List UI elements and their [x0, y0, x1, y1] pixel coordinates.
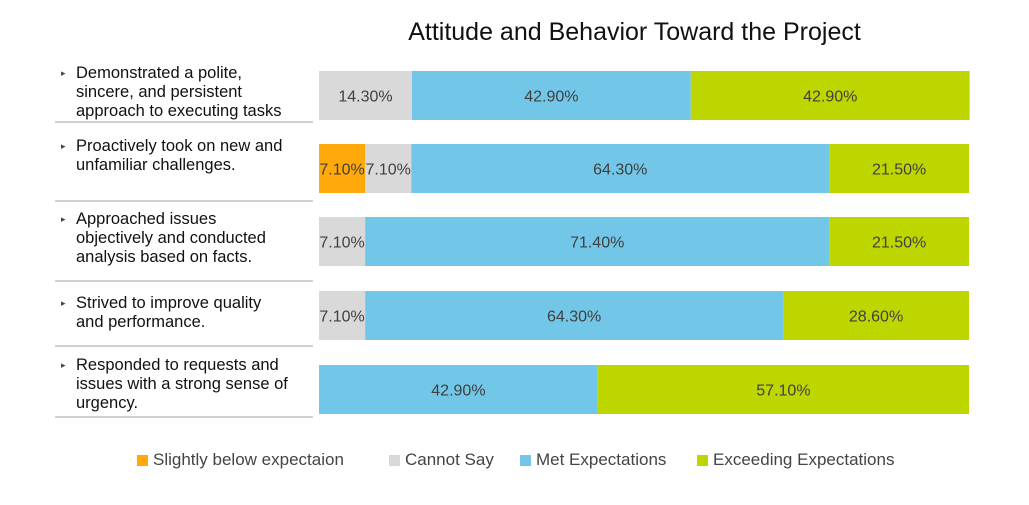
- legend-swatch: [697, 454, 708, 466]
- category-label: ▸ Demonstrated a polite, sincere, and pers…: [55, 64, 313, 123]
- legend-item: Met Expectations: [520, 450, 666, 470]
- bar-segment: [411, 144, 830, 193]
- data-label: 7.10%: [319, 162, 364, 179]
- bar-segment: [319, 144, 366, 193]
- bar-segment: [829, 144, 969, 193]
- bar-segment: [365, 144, 412, 193]
- bullet-icon: ▸: [61, 68, 66, 78]
- bar-segment: [319, 71, 412, 120]
- legend-label: Met Expectations: [536, 450, 667, 469]
- legend-label: Cannot Say: [405, 450, 494, 469]
- category-label-text: Proactively took on new and unfamiliar ch…: [76, 137, 283, 174]
- bar-segment: [783, 291, 969, 340]
- bar-segment: [690, 71, 970, 120]
- bar-segment: [319, 217, 366, 266]
- bullet-icon: ▸: [61, 360, 66, 370]
- data-label: 7.10%: [319, 235, 364, 252]
- legend-swatch: [389, 454, 400, 466]
- data-label: 7.10%: [366, 162, 411, 179]
- bullet-icon: ▸: [61, 298, 66, 308]
- data-label: 21.50%: [872, 235, 926, 252]
- category-label-text: Responded to requests and issues with a s…: [76, 356, 288, 412]
- bar-segment: [319, 365, 598, 414]
- chart-title: Attitude and Behavior Toward the Project: [408, 18, 861, 46]
- data-label: 64.30%: [547, 309, 601, 326]
- data-label: 42.90%: [524, 89, 578, 106]
- legend-label: Slightly below expectaion: [153, 450, 344, 469]
- bar-segment: [319, 291, 366, 340]
- category-label-text: Approached issues objectively and conduct…: [76, 210, 266, 266]
- data-label: 14.30%: [338, 89, 392, 106]
- category-label: ▸ Responded to requests and issues with a …: [55, 356, 313, 418]
- data-label: 57.10%: [756, 383, 810, 400]
- data-label: 7.10%: [319, 309, 364, 326]
- bar-segment: [411, 71, 691, 120]
- bar-segment: [829, 217, 969, 266]
- bar-segment: [365, 291, 784, 340]
- data-label: 42.90%: [803, 89, 857, 106]
- legend-swatch: [520, 454, 531, 466]
- legend-label: Exceeding Expectations: [713, 450, 895, 469]
- legend-swatch: [137, 454, 148, 466]
- legend-item: Slightly below expectaion: [137, 450, 344, 470]
- data-label: 42.90%: [431, 383, 485, 400]
- bullet-icon: ▸: [61, 214, 66, 224]
- data-label: 21.50%: [872, 162, 926, 179]
- data-label: 28.60%: [849, 309, 903, 326]
- chart-legend: Slightly below expectaion Cannot Say Met E…: [0, 450, 1029, 472]
- category-label: ▸ Approached issues objectively and conduc…: [55, 210, 313, 282]
- category-label: ▸ Proactively took on new and unfamiliar c…: [55, 137, 313, 202]
- category-label-text: Strived to improve quality and performanc…: [76, 294, 262, 331]
- legend-item: Cannot Say: [389, 450, 494, 470]
- bullet-icon: ▸: [61, 141, 66, 151]
- category-label-text: Demonstrated a polite, sincere, and persi…: [76, 64, 282, 120]
- data-label: 71.40%: [570, 235, 624, 252]
- bar-segment: [597, 365, 969, 414]
- category-label: ▸ Strived to improve quality and performan…: [55, 287, 313, 347]
- bar-segment: [365, 217, 830, 266]
- data-label: 64.30%: [593, 162, 647, 179]
- legend-item: Exceeding Expectations: [697, 450, 894, 470]
